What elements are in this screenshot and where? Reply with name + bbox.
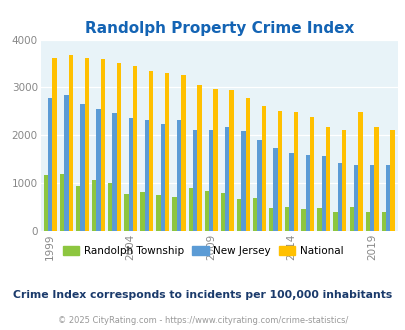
- Bar: [293, 112, 297, 231]
- Bar: [236, 199, 241, 231]
- Bar: [284, 207, 289, 231]
- Bar: [177, 120, 181, 231]
- Bar: [48, 98, 52, 231]
- Bar: [132, 66, 137, 231]
- Bar: [333, 212, 337, 231]
- Text: Crime Index corresponds to incidents per 100,000 inhabitants: Crime Index corresponds to incidents per…: [13, 290, 392, 300]
- Bar: [257, 140, 261, 231]
- Bar: [156, 195, 160, 231]
- Bar: [76, 185, 80, 231]
- Bar: [381, 212, 385, 231]
- Bar: [96, 109, 100, 231]
- Legend: Randolph Township, New Jersey, National: Randolph Township, New Jersey, National: [58, 242, 347, 260]
- Bar: [84, 58, 89, 231]
- Bar: [197, 84, 201, 231]
- Bar: [60, 174, 64, 231]
- Bar: [325, 127, 330, 231]
- Bar: [369, 165, 373, 231]
- Bar: [289, 153, 293, 231]
- Bar: [204, 191, 209, 231]
- Bar: [112, 113, 117, 231]
- Bar: [140, 192, 144, 231]
- Bar: [390, 130, 394, 231]
- Bar: [144, 120, 149, 231]
- Bar: [165, 73, 169, 231]
- Bar: [52, 58, 57, 231]
- Bar: [172, 197, 177, 231]
- Bar: [209, 130, 213, 231]
- Bar: [317, 208, 321, 231]
- Bar: [128, 117, 132, 231]
- Bar: [149, 71, 153, 231]
- Bar: [373, 127, 378, 231]
- Bar: [160, 124, 165, 231]
- Title: Randolph Property Crime Index: Randolph Property Crime Index: [84, 21, 353, 36]
- Bar: [224, 127, 229, 231]
- Bar: [309, 117, 313, 231]
- Bar: [273, 148, 277, 231]
- Bar: [44, 175, 48, 231]
- Bar: [321, 156, 325, 231]
- Bar: [305, 155, 309, 231]
- Bar: [277, 111, 281, 231]
- Text: © 2025 CityRating.com - https://www.cityrating.com/crime-statistics/: © 2025 CityRating.com - https://www.city…: [58, 316, 347, 325]
- Bar: [385, 165, 390, 231]
- Bar: [241, 131, 245, 231]
- Bar: [337, 163, 341, 231]
- Bar: [301, 210, 305, 231]
- Bar: [192, 130, 197, 231]
- Bar: [80, 104, 84, 231]
- Bar: [245, 98, 249, 231]
- Bar: [349, 207, 353, 231]
- Bar: [261, 106, 265, 231]
- Bar: [213, 89, 217, 231]
- Bar: [341, 130, 345, 231]
- Bar: [64, 95, 68, 231]
- Bar: [92, 180, 96, 231]
- Bar: [229, 90, 233, 231]
- Bar: [357, 112, 362, 231]
- Bar: [220, 193, 224, 231]
- Bar: [100, 59, 105, 231]
- Bar: [353, 165, 357, 231]
- Bar: [365, 212, 369, 231]
- Bar: [252, 197, 257, 231]
- Bar: [124, 194, 128, 231]
- Bar: [117, 63, 121, 231]
- Bar: [269, 208, 273, 231]
- Bar: [181, 76, 185, 231]
- Bar: [188, 188, 192, 231]
- Bar: [68, 55, 72, 231]
- Bar: [108, 183, 112, 231]
